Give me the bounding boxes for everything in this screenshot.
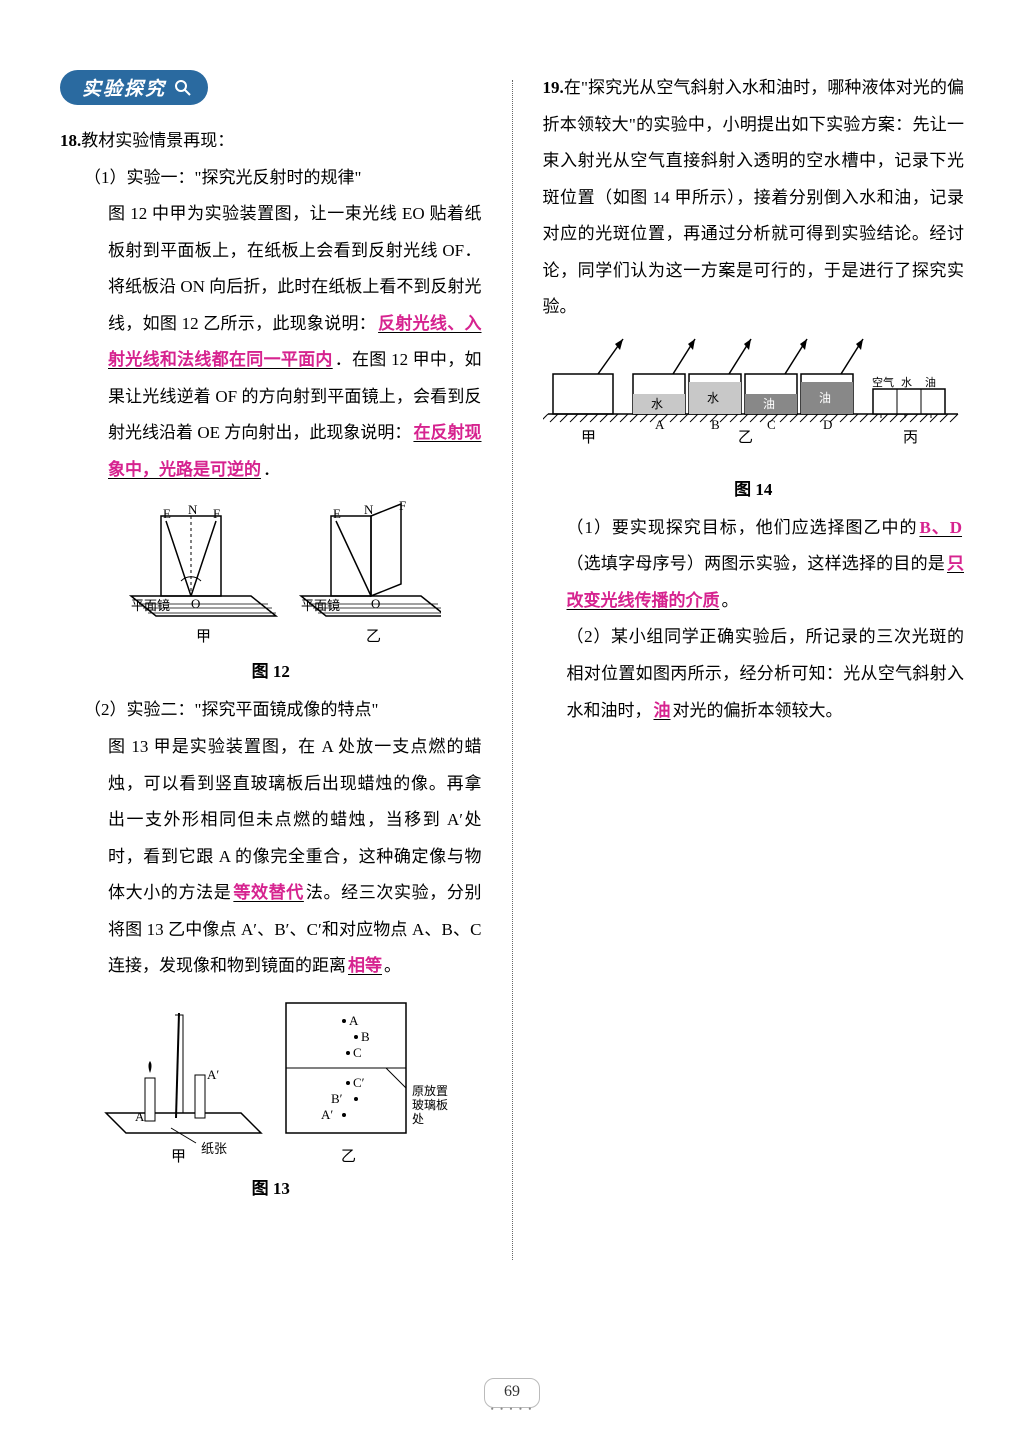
svg-text:纸张: 纸张 (201, 1141, 227, 1156)
svg-text:玻璃板: 玻璃板 (412, 1098, 448, 1112)
svg-text:N: N (364, 502, 374, 517)
magnifier-icon (174, 79, 192, 97)
svg-text:空气: 空气 (872, 375, 894, 389)
q19-intro: 19.在"探究光从空气斜射入水和油时，哪种液体对光的偏折本领较大"的实验中，小明… (543, 70, 965, 326)
svg-text:C: C (767, 417, 776, 432)
q18p2-label: （2）实验二："探究平面镜成像的特点" (84, 692, 482, 729)
left-column: 实验探究 18.教材实验情景再现： （1）实验一："探究光反射时的规律" 图 1… (60, 70, 482, 1270)
figure-13: A A′ 纸张 甲 A B C C′ B′ A′ (60, 993, 482, 1168)
svg-text:油: 油 (819, 391, 831, 405)
q19p1-text-a: 要实现探究目标，他们应选择图乙中的 (612, 518, 918, 537)
q18p1-body: 图 12 中甲为实验装置图，让一束光线 EO 贴着纸板射到平面板上，在纸板上会看… (108, 196, 482, 488)
q18p2-answer1: 等效替代 (231, 883, 306, 902)
two-column-layout: 实验探究 18.教材实验情景再现： （1）实验一："探究光反射时的规律" 图 1… (60, 70, 964, 1270)
q19p1-text-b: （选填字母序号）两图示实验，这样选择的目的是 (567, 554, 946, 573)
svg-text:乙: 乙 (738, 430, 753, 446)
q18p2-text-a: 图 13 甲是实验装置图，在 A 处放一支点燃的蜡烛，可以看到竖直玻璃板后出现蜡… (108, 737, 482, 902)
svg-text:A′: A′ (321, 1107, 333, 1122)
svg-text:甲: 甲 (171, 1149, 186, 1163)
svg-text:甲: 甲 (196, 629, 211, 645)
svg-text:O: O (191, 596, 200, 611)
q19p1-label: （1） (567, 518, 612, 537)
right-column: 19.在"探究光从空气斜射入水和油时，哪种液体对光的偏折本领较大"的实验中，小明… (543, 70, 965, 1270)
fig14-caption: 图 14 (543, 475, 965, 500)
q18p2-answer2: 相等 (346, 956, 384, 975)
svg-text:丙: 丙 (903, 430, 918, 446)
svg-text:O: O (371, 596, 380, 611)
svg-text:A′: A′ (207, 1067, 219, 1082)
section-header: 实验探究 (60, 70, 208, 105)
svg-text:A: A (135, 1109, 145, 1124)
q19p2-text-b: 对光的偏折本领较大。 (673, 701, 843, 720)
q18-title: 教材实验情景再现： (81, 131, 234, 150)
svg-text:B′: B′ (331, 1091, 343, 1106)
q18p2-text-c: 。 (384, 956, 401, 975)
q19p1-answer1: B、D (917, 518, 964, 537)
q18p2-body: 图 13 甲是实验装置图，在 A 处放一支点燃的蜡烛，可以看到竖直玻璃板后出现蜡… (108, 729, 482, 985)
q19-body-intro: 在"探究光从空气斜射入水和油时，哪种液体对光的偏折本领较大"的实验中，小明提出如… (543, 78, 965, 316)
q19p2-label: （2） (567, 627, 612, 646)
svg-text:乙: 乙 (341, 1149, 356, 1163)
svg-text:E: E (163, 506, 171, 521)
q19p2-answer1: 油 (652, 701, 673, 720)
page-dots: • • • • • (491, 1404, 534, 1414)
q18p1-label: （1）实验一："探究光反射时的规律" (84, 160, 482, 197)
svg-text:F: F (399, 498, 406, 513)
svg-text:油: 油 (925, 375, 936, 389)
svg-text:平面镜: 平面镜 (131, 598, 170, 613)
svg-text:A: A (349, 1013, 359, 1028)
svg-text:F: F (213, 506, 220, 521)
svg-text:甲: 甲 (581, 430, 596, 446)
svg-text:油: 油 (763, 397, 775, 411)
q19p1-body: （1）要实现探究目标，他们应选择图乙中的B、D （选填字母序号）两图示实验，这样选… (567, 510, 965, 620)
svg-text:B: B (711, 417, 720, 432)
svg-text:N: N (188, 502, 198, 517)
fig12-caption: 图 12 (60, 657, 482, 682)
svg-text:C′: C′ (353, 1075, 365, 1090)
svg-text:D: D (823, 417, 832, 432)
svg-text:E: E (333, 506, 341, 521)
figure-12: E N F O 平面镜 甲 E (60, 496, 482, 651)
q19p1-text-c: 。 (722, 591, 739, 610)
q19p2-body: （2）某小组同学正确实验后，所记录的三次光斑的相对位置如图丙所示，经分析可知：光… (567, 619, 965, 729)
q18-heading: 18.教材实验情景再现： (60, 123, 482, 160)
svg-text:水: 水 (901, 376, 912, 389)
svg-text:处: 处 (412, 1112, 424, 1126)
svg-text:B: B (361, 1029, 370, 1044)
svg-text:乙: 乙 (366, 629, 381, 645)
section-header-text: 实验探究 (82, 74, 166, 101)
figure-14: 甲 水 A 水 B (543, 334, 965, 469)
q18p1-text-c: ． (263, 460, 280, 479)
q19-number: 19. (543, 78, 564, 97)
svg-text:C: C (353, 1045, 362, 1060)
svg-text:水: 水 (651, 397, 663, 411)
q18-number: 18. (60, 131, 81, 150)
svg-text:原放置: 原放置 (412, 1083, 448, 1098)
column-divider (512, 80, 513, 1260)
fig13-caption: 图 13 (60, 1174, 482, 1199)
svg-text:平面镜: 平面镜 (301, 598, 340, 613)
svg-text:水: 水 (707, 391, 719, 405)
svg-text:A: A (655, 417, 665, 432)
